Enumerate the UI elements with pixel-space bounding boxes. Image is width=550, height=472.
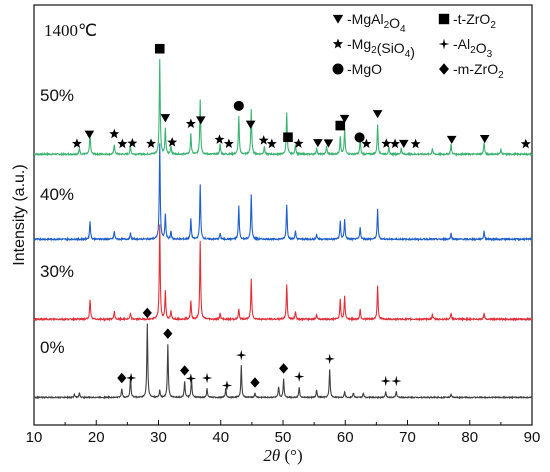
peak-marker-sparkle: [125, 372, 137, 384]
legend-label: -MgO: [347, 61, 382, 77]
legend-label: -t-ZrO2: [453, 11, 496, 31]
legend-label: -Al2O3: [453, 36, 493, 60]
peak-marker-star: [109, 128, 120, 139]
legend-marker-triangle-down: [332, 14, 344, 24]
peak-marker-star: [520, 138, 531, 149]
peak-marker-sparkle: [201, 372, 213, 384]
peak-marker-diamond: [279, 363, 289, 374]
series-label-0: 0%: [40, 338, 65, 357]
x-tick-label: 10: [26, 429, 43, 446]
peak-marker-triangle-down: [398, 139, 409, 149]
series-label-50: 50%: [40, 86, 74, 105]
x-tick-label: 60: [337, 429, 354, 446]
legend: -MgAl2O4 -t-ZrO2 -Mg2(SiO4) -Al2O3 -MgO -m-Zr…: [332, 11, 504, 81]
peak-marker-diamond: [117, 372, 127, 384]
x-tick-label: 90: [524, 429, 541, 446]
peak-marker-diamond: [180, 365, 190, 376]
peak-marker-star: [266, 138, 277, 149]
peak-marker-star: [390, 138, 401, 149]
peak-marker-sparkle: [293, 371, 305, 382]
marker-layer: [71, 43, 531, 391]
y-axis-label: Intensity (a.u.): [11, 164, 28, 265]
peak-marker-triangle-down: [446, 135, 457, 144]
peak-marker-star: [167, 137, 178, 147]
peak-marker-triangle-down: [160, 114, 171, 123]
peak-marker-star: [361, 138, 372, 149]
peak-marker-star: [71, 138, 82, 148]
legend-marker-star: [332, 38, 344, 49]
series-line-40: [33, 143, 533, 242]
x-tick-label: 50: [275, 429, 292, 446]
peak-marker-triangle-down: [196, 116, 206, 125]
peak-marker-star: [214, 134, 225, 144]
peak-marker-triangle-down: [339, 114, 350, 123]
peak-marker-circle: [354, 132, 365, 143]
peak-marker-sparkle: [380, 375, 391, 387]
peak-marker-triangle-down: [84, 130, 95, 139]
peak-marker-sparkle: [391, 375, 402, 387]
peak-marker-diamond: [163, 328, 173, 339]
peak-marker-diamond: [142, 307, 152, 319]
peak-marker-triangle-down: [245, 120, 256, 129]
peak-marker-star: [185, 118, 196, 128]
x-tick-label: 70: [399, 429, 416, 446]
peak-marker-sparkle: [185, 373, 197, 384]
peak-marker-star: [258, 135, 269, 145]
peak-marker-sparkle: [221, 380, 233, 391]
peak-marker-triangle-down: [479, 134, 490, 144]
legend-label: -Mg2(SiO4): [347, 36, 415, 60]
peak-marker-star: [117, 138, 128, 149]
x-axis: 10 20 30 40 50 60 70 80 90: [26, 420, 541, 446]
peak-marker-star: [293, 138, 304, 148]
peak-marker-star: [410, 138, 421, 149]
legend-marker-square: [438, 13, 450, 25]
peak-marker-diamond: [250, 377, 260, 388]
legend-label: -m-ZrO2: [453, 61, 504, 81]
series-label-40: 40%: [40, 185, 74, 204]
peak-marker-triangle-down: [323, 139, 334, 148]
x-tick-label: 20: [88, 429, 105, 446]
peak-marker-star: [223, 138, 234, 149]
x-axis-label: 2θ (°): [263, 446, 302, 465]
x-tick-label: 30: [150, 429, 167, 446]
series-layer: [33, 59, 533, 400]
x-tick-label: 40: [212, 429, 229, 446]
peak-marker-sparkle: [236, 349, 247, 361]
peak-marker-star: [146, 138, 157, 148]
legend-marker-sparkle: [438, 38, 450, 50]
series-line-30: [33, 224, 533, 322]
peak-marker-square: [154, 43, 165, 54]
legend-marker-diamond: [439, 63, 449, 75]
legend-label: -MgAl2O4: [347, 11, 406, 35]
peak-marker-square: [283, 132, 293, 143]
peak-marker-star: [127, 138, 138, 148]
peak-marker-circle: [233, 100, 244, 111]
temperature-label: 1400℃: [44, 21, 97, 40]
series-line-0: [33, 323, 533, 400]
legend-marker-circle: [332, 63, 344, 75]
series-line-50: [33, 59, 533, 157]
peak-marker-square: [335, 120, 346, 131]
x-tick-label: 80: [461, 429, 478, 446]
peak-marker-triangle-down: [372, 110, 383, 119]
peak-marker-sparkle: [324, 353, 335, 365]
peak-marker-star: [381, 138, 392, 148]
peak-marker-triangle-down: [313, 139, 323, 148]
series-label-30: 30%: [40, 262, 74, 281]
